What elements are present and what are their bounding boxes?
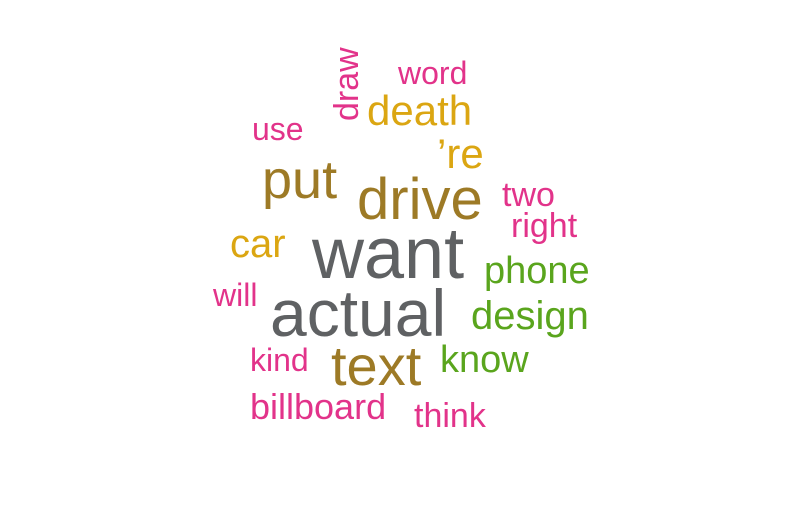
word-want: want	[312, 214, 465, 295]
word-phone: phone	[484, 249, 590, 292]
word-put: put	[262, 150, 338, 211]
word-text: text	[331, 333, 422, 397]
word-two: two	[502, 176, 555, 215]
word-design: design	[471, 294, 589, 338]
word-billboard: billboard	[250, 385, 387, 427]
word-use: use	[252, 111, 304, 148]
word-think: think	[414, 397, 486, 436]
word-actual: actual	[270, 275, 447, 350]
word-re: ’re	[437, 130, 484, 178]
word-know: know	[440, 338, 529, 381]
word-draw: draw	[327, 47, 366, 121]
word-right: right	[511, 207, 578, 246]
word-word: word	[398, 55, 468, 92]
word-drive: drive	[357, 166, 483, 232]
word-kind: kind	[250, 342, 309, 379]
word-car: car	[230, 222, 286, 266]
word-death: death	[367, 87, 473, 135]
word-will: will	[213, 277, 258, 314]
